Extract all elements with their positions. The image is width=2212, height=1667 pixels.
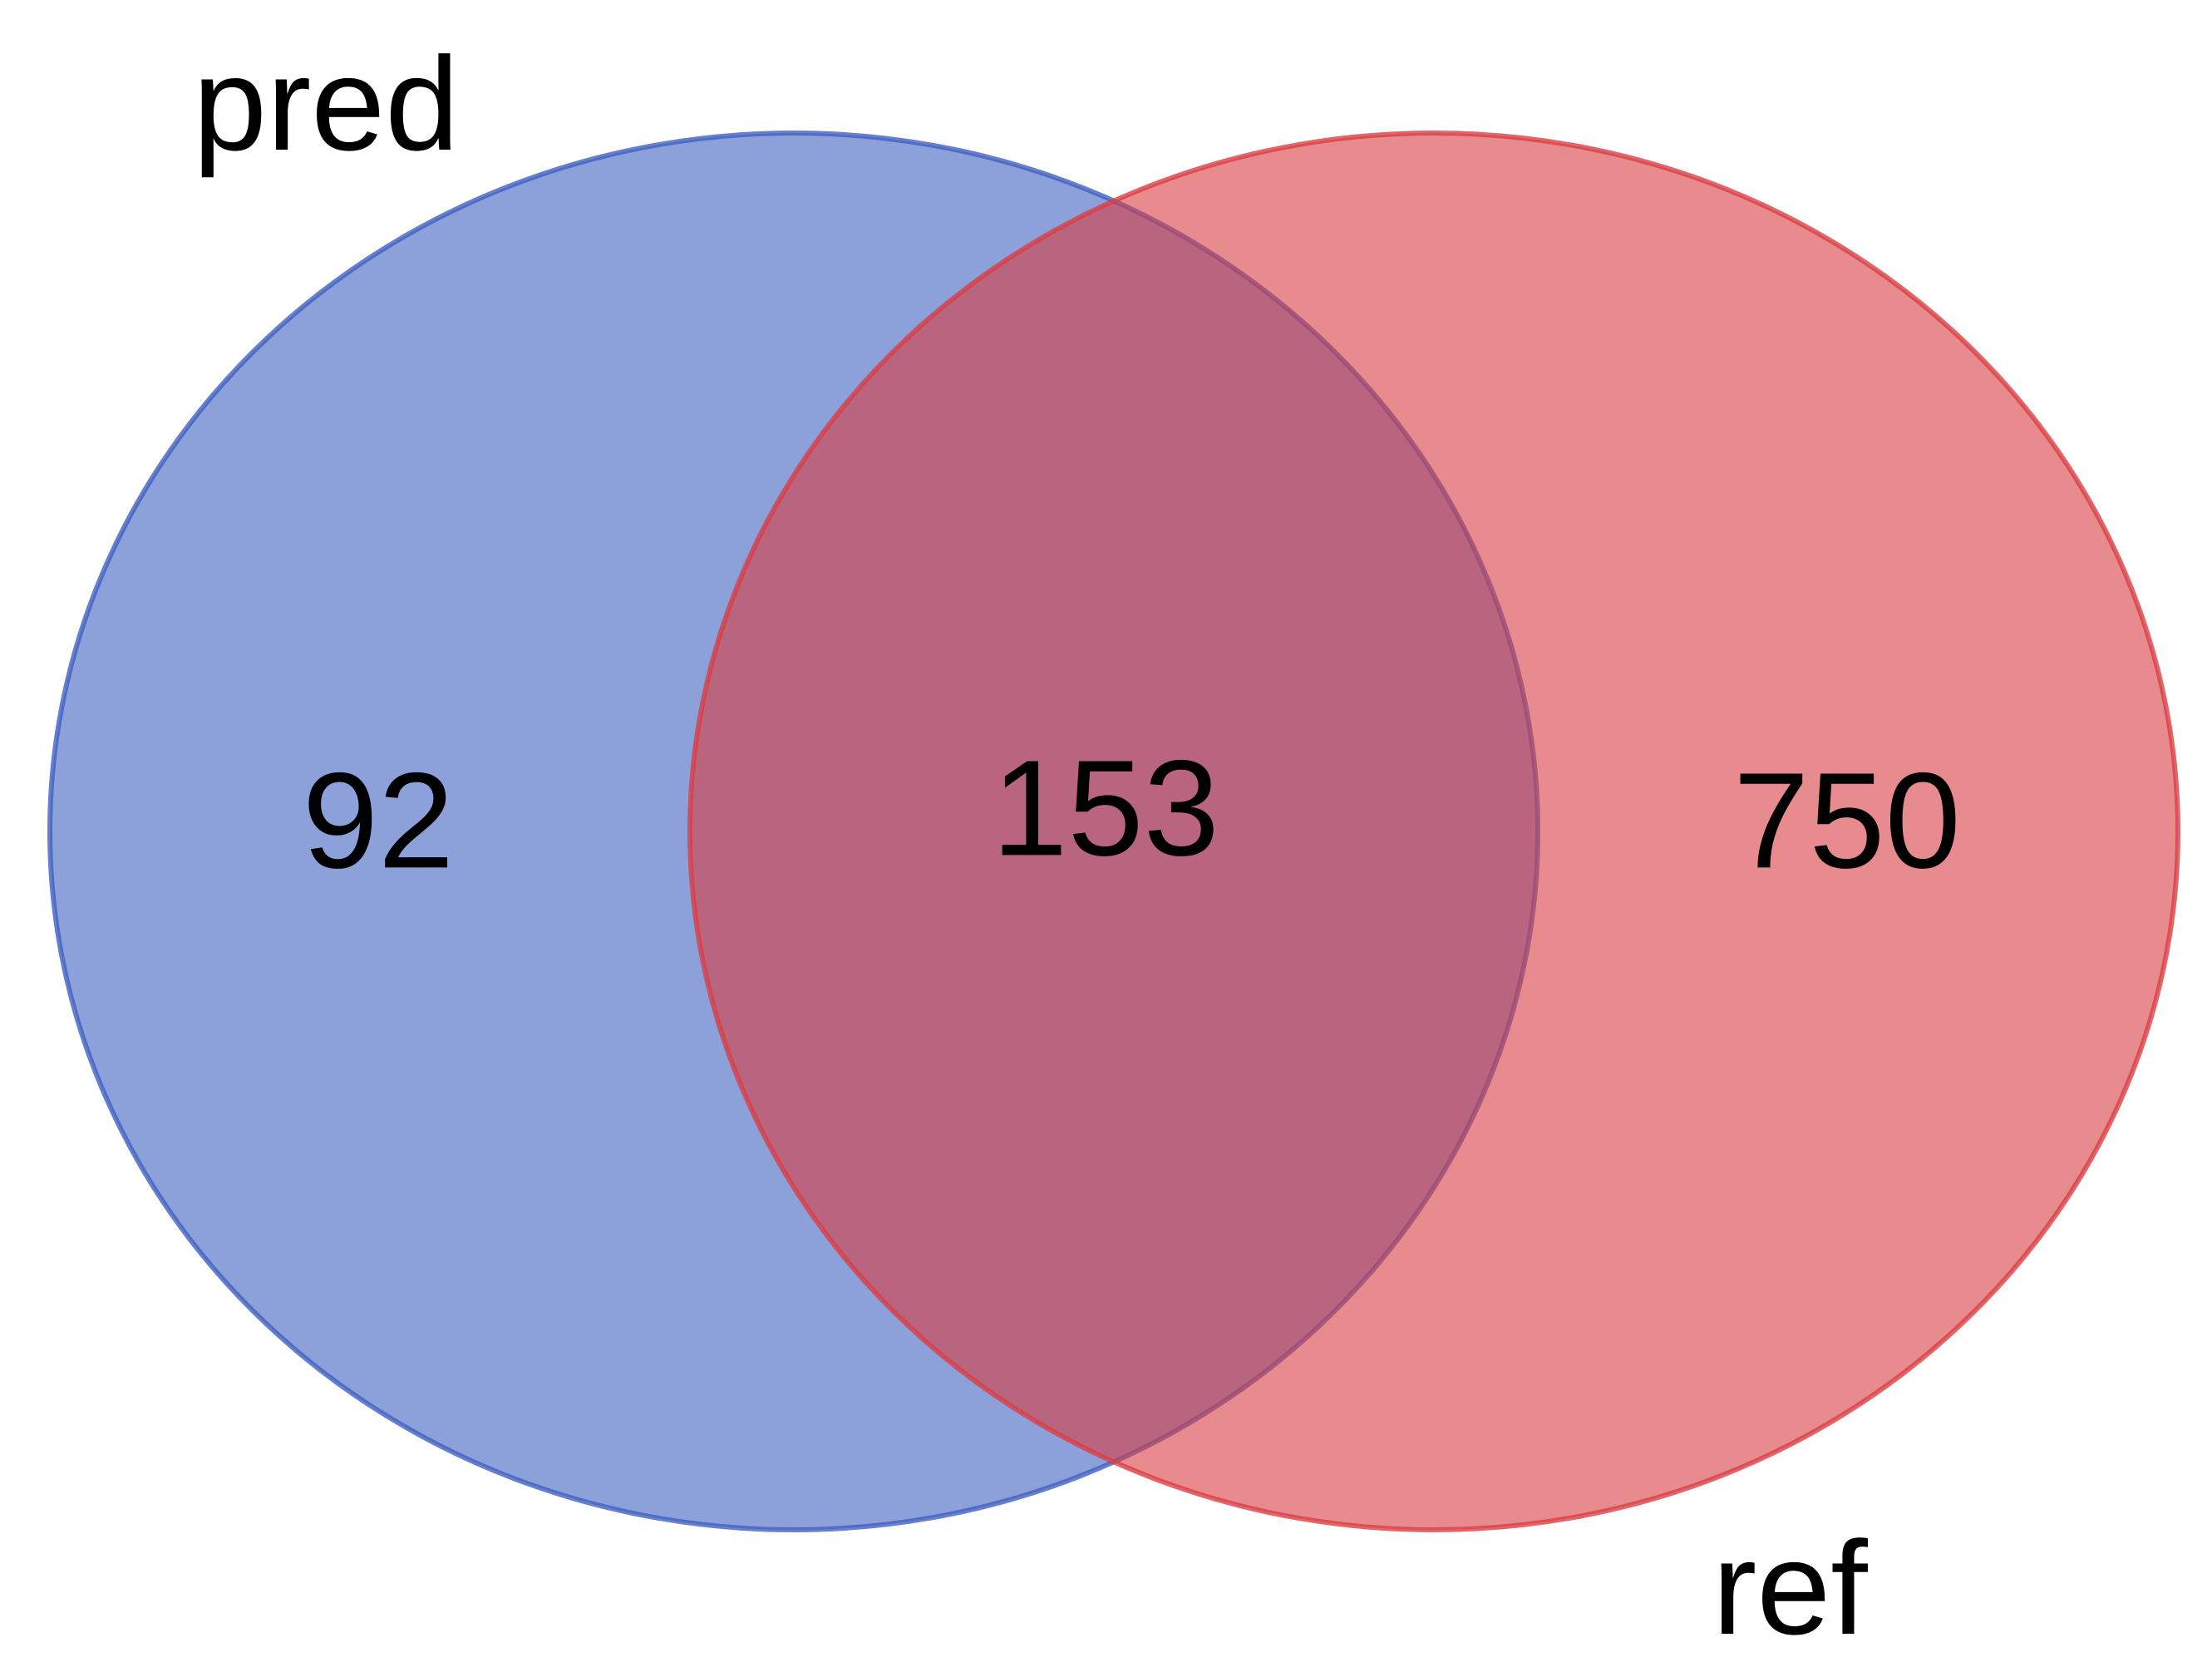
region-count-intersection: 153: [992, 732, 1219, 884]
ref-set-circle: [687, 131, 2180, 1532]
region-count-ref-only: 750: [1733, 744, 1961, 896]
set-label-pred: pred: [193, 29, 459, 178]
set-label-ref: ref: [1712, 1513, 1868, 1662]
region-count-pred-only: 92: [303, 744, 454, 896]
